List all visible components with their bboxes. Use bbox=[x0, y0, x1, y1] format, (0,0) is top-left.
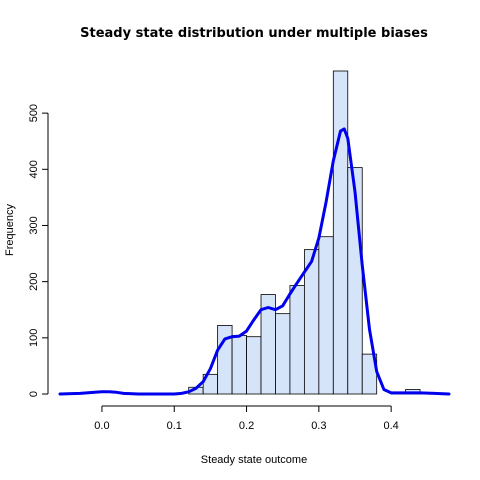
histogram-bar bbox=[318, 236, 334, 395]
x-tick-label: 0.0 bbox=[94, 420, 109, 432]
y-tick-label: 500 bbox=[28, 104, 40, 122]
y-tick-label: 0 bbox=[28, 391, 40, 397]
y-tick-label: 300 bbox=[28, 216, 40, 234]
histogram-bars bbox=[188, 70, 435, 395]
x-axis: 0.0 0.1 0.2 0.3 0.4 bbox=[94, 405, 399, 432]
y-tick-label: 100 bbox=[28, 329, 40, 347]
histogram-bar bbox=[275, 313, 291, 395]
y-axis-label: Frequency bbox=[4, 204, 16, 256]
histogram-bar bbox=[289, 285, 305, 395]
histogram-bar bbox=[231, 335, 247, 395]
density-curve bbox=[58, 127, 451, 396]
x-axis-label: Steady state outcome bbox=[201, 454, 307, 466]
histogram-bar bbox=[246, 336, 262, 395]
chart-title: Steady state distribution under multiple… bbox=[80, 26, 428, 41]
x-tick-label: 0.3 bbox=[311, 420, 326, 432]
y-tick-label: 400 bbox=[28, 160, 40, 178]
histogram-bar bbox=[332, 70, 349, 395]
x-tick-label: 0.1 bbox=[167, 420, 182, 432]
y-axis: 0 100 200 300 400 500 bbox=[28, 104, 49, 397]
x-tick-label: 0.2 bbox=[239, 420, 254, 432]
y-tick-label: 200 bbox=[28, 272, 40, 290]
histogram-bar bbox=[217, 325, 233, 395]
x-tick-label: 0.4 bbox=[384, 420, 399, 432]
